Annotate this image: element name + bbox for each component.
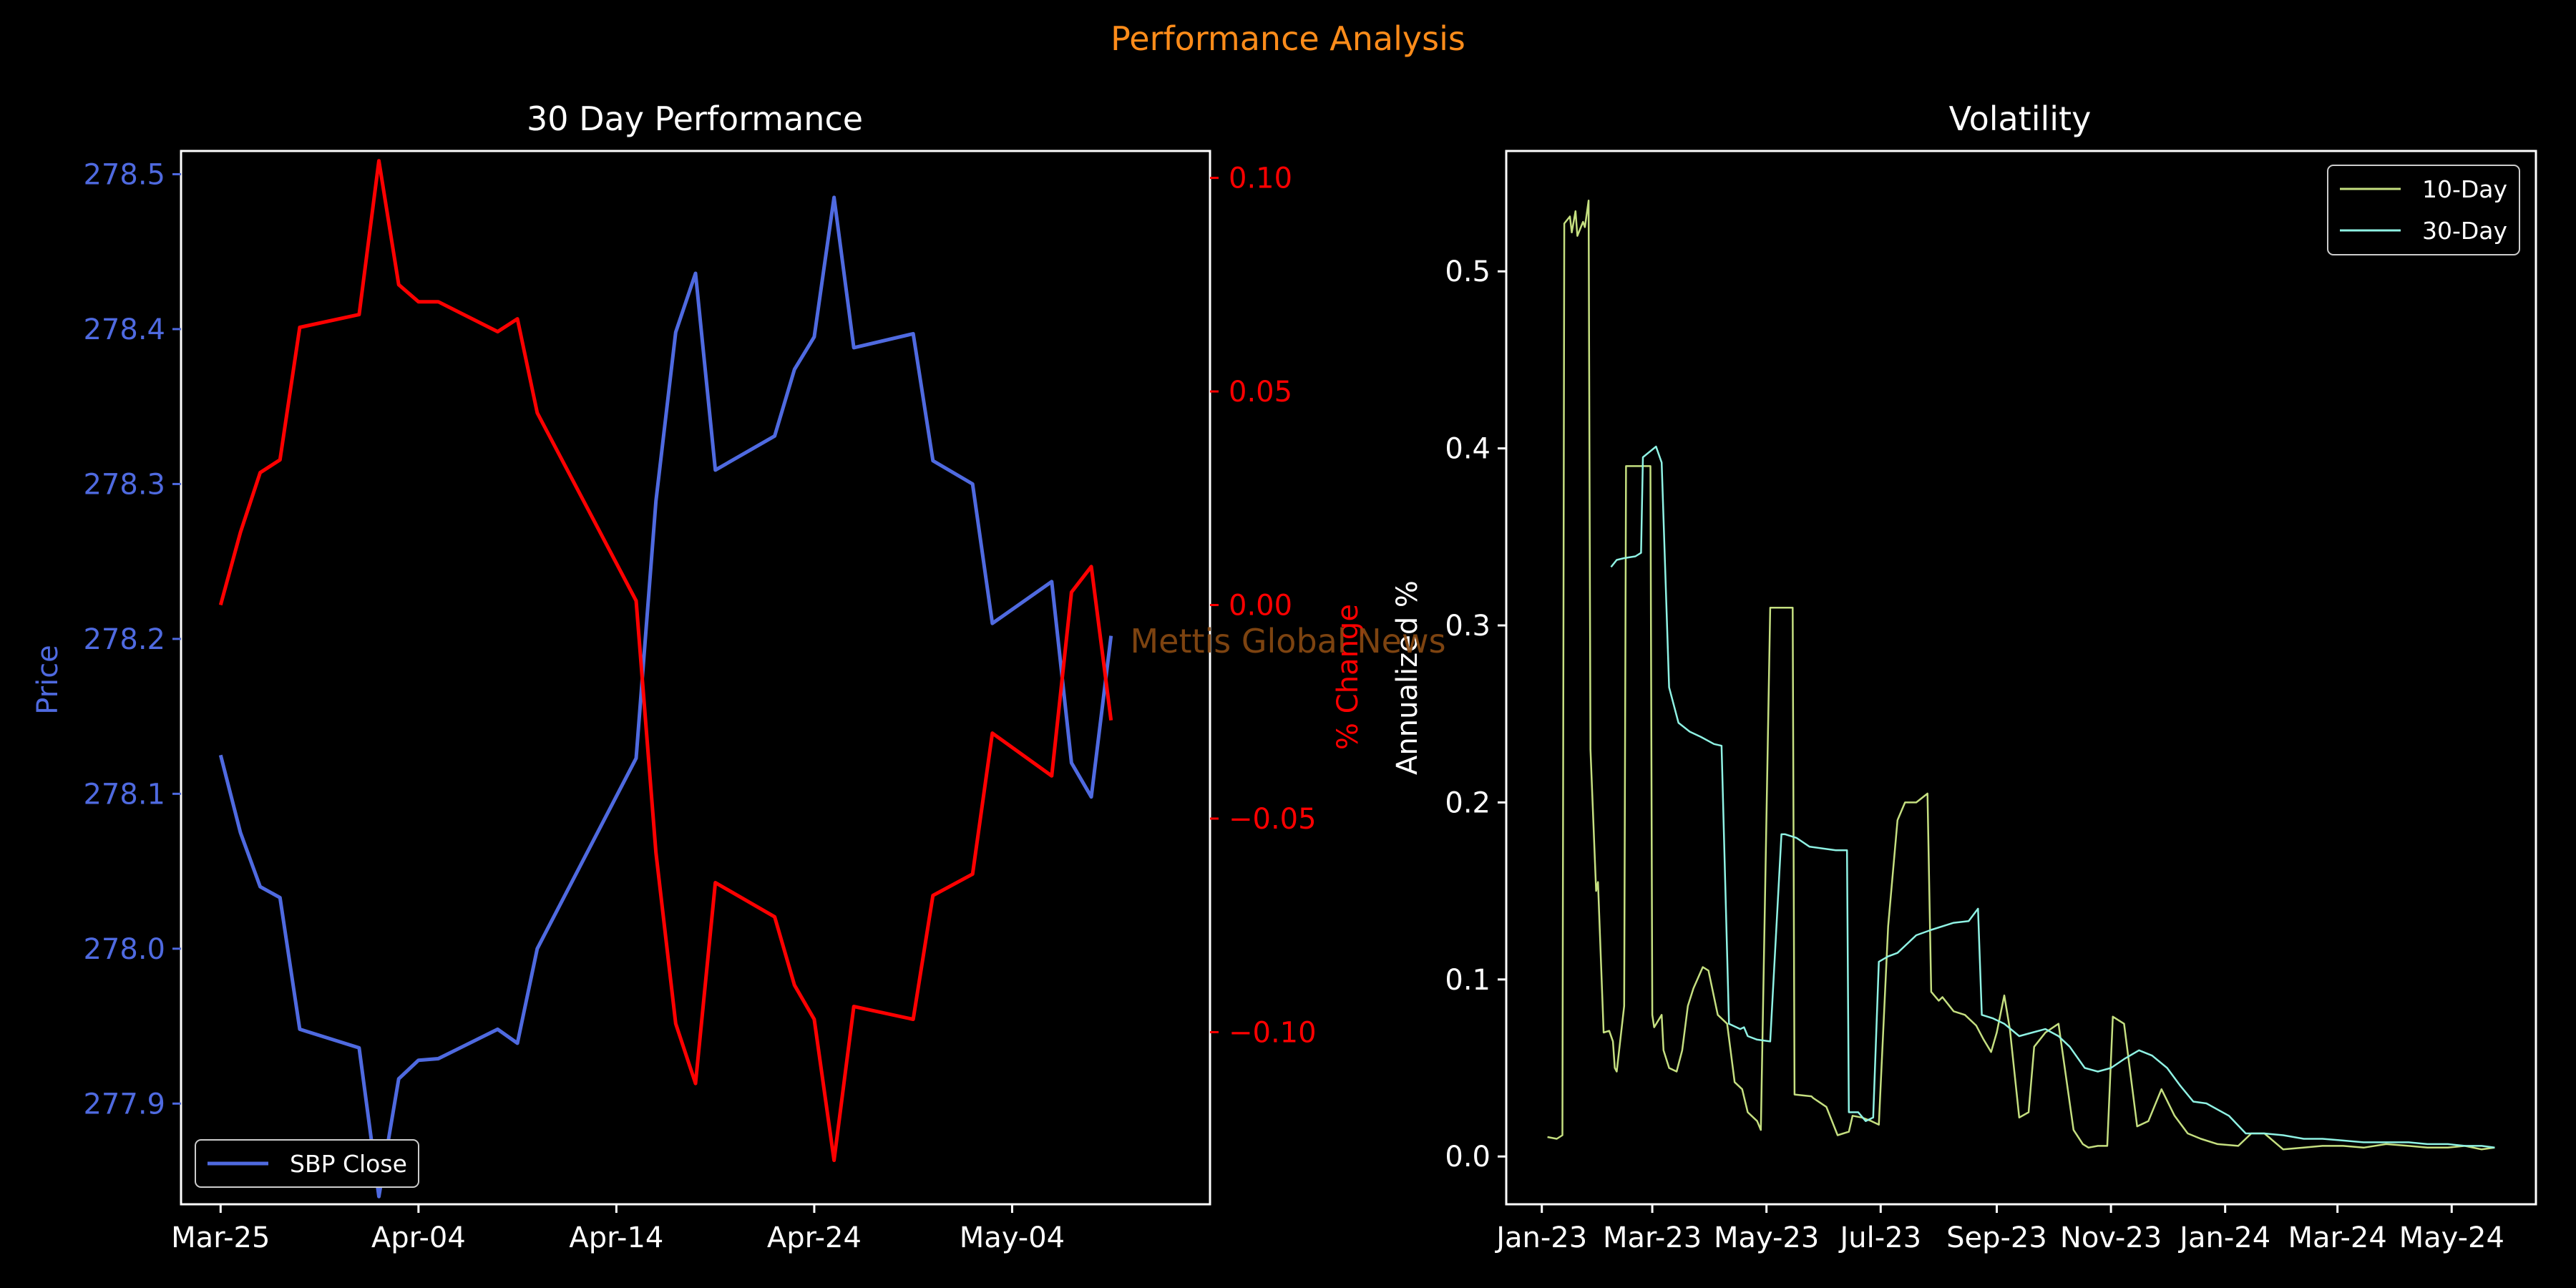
volatility-y-tick-label: 0.3 bbox=[1445, 610, 1491, 643]
vol-10-day-line bbox=[1547, 200, 2495, 1151]
volatility-y-tick-label: 0.5 bbox=[1445, 255, 1491, 288]
volatility-x-tick-label: May-23 bbox=[1714, 1221, 1819, 1254]
volatility-chart: Volatility 0.0 0.1 0.2 0.3 0.4 0.5 Jan-23 Mar-… bbox=[1391, 99, 2537, 1254]
performance-plot-frame bbox=[180, 150, 1211, 1206]
volatility-chart-title: Volatility bbox=[1949, 99, 2092, 138]
pct-tick-label: −0.05 bbox=[1229, 803, 1317, 836]
pct-tick-label: 0.05 bbox=[1229, 376, 1292, 409]
figure-title: Performance Analysis bbox=[1111, 19, 1465, 58]
vol-30-day-line bbox=[1610, 445, 2495, 1149]
performance-x-tick-label: Apr-24 bbox=[767, 1221, 862, 1254]
performance-x-axis-ticks: Mar-25 Apr-04 Apr-14 Apr-24 May-04 bbox=[171, 1204, 1065, 1254]
price-tick-label: 278.4 bbox=[83, 313, 165, 346]
price-tick-label: 278.1 bbox=[83, 778, 165, 811]
volatility-plot-frame bbox=[1505, 150, 2537, 1206]
pct-change-line bbox=[218, 159, 1113, 1162]
pct-axis-label: % Change bbox=[1332, 604, 1365, 750]
performance-legend: SBP Close bbox=[195, 1139, 419, 1188]
legend-label-sbp-close: SBP Close bbox=[290, 1150, 407, 1178]
price-tick-label: 278.0 bbox=[83, 933, 165, 966]
performance-series-layer bbox=[218, 159, 1113, 1199]
volatility-x-axis-ticks: Jan-23 Mar-23 May-23 Jul-23 Sep-23 Nov-23 Jan-… bbox=[1494, 1204, 2504, 1254]
watermark: Mettis Global News bbox=[1130, 622, 1445, 660]
performance-x-tick-label: Apr-14 bbox=[569, 1221, 663, 1254]
volatility-y-tick-label: 0.2 bbox=[1445, 786, 1491, 819]
volatility-x-tick-label: Nov-23 bbox=[2060, 1221, 2162, 1254]
volatility-x-tick-label: Mar-23 bbox=[1603, 1221, 1702, 1254]
legend-label-30-day: 30-Day bbox=[2422, 217, 2507, 245]
volatility-series-layer bbox=[1547, 200, 2495, 1151]
pct-axis-ticks: −0.10 −0.05 0.00 0.05 0.10 bbox=[1210, 162, 1317, 1049]
volatility-y-axis-ticks: 0.0 0.1 0.2 0.3 0.4 0.5 bbox=[1445, 255, 1506, 1174]
price-tick-label: 278.2 bbox=[83, 623, 165, 656]
volatility-x-tick-label: Jan-23 bbox=[1494, 1221, 1587, 1254]
volatility-y-tick-label: 0.0 bbox=[1445, 1141, 1491, 1174]
volatility-y-tick-label: 0.1 bbox=[1445, 964, 1491, 997]
legend-label-10-day: 10-Day bbox=[2422, 175, 2507, 203]
pct-tick-label: 0.00 bbox=[1229, 590, 1292, 623]
performance-chart: 30 Day Performance 277.9278.0278.1278.22… bbox=[31, 99, 1365, 1254]
price-axis-label: Price bbox=[31, 645, 64, 715]
volatility-x-tick-label: Mar-24 bbox=[2288, 1221, 2387, 1254]
pct-tick-label: −0.10 bbox=[1229, 1016, 1317, 1049]
volatility-legend: 10-Day 30-Day bbox=[2327, 165, 2520, 255]
price-tick-label: 278.5 bbox=[83, 158, 165, 191]
volatility-x-tick-label: May-24 bbox=[2399, 1221, 2504, 1254]
volatility-x-tick-label: Jan-24 bbox=[2177, 1221, 2270, 1254]
price-tick-label: 278.3 bbox=[83, 468, 165, 501]
performance-x-tick-label: May-04 bbox=[960, 1221, 1065, 1254]
performance-x-tick-label: Apr-04 bbox=[371, 1221, 466, 1254]
price-tick-label: 277.9 bbox=[83, 1088, 165, 1121]
performance-x-tick-label: Mar-25 bbox=[171, 1221, 270, 1254]
volatility-x-tick-label: Sep-23 bbox=[1946, 1221, 2047, 1254]
volatility-legend-box bbox=[2327, 165, 2520, 255]
volatility-x-tick-label: Jul-23 bbox=[1838, 1221, 1921, 1254]
volatility-y-tick-label: 0.4 bbox=[1445, 433, 1491, 466]
price-axis-ticks: 277.9 278.0 278.1 278.2 278.3 278.4 278.5 bbox=[83, 158, 181, 1121]
sbp-close-line bbox=[218, 195, 1113, 1199]
volatility-axis-label: Annualized % bbox=[1391, 580, 1424, 775]
pct-tick-label: 0.10 bbox=[1229, 162, 1292, 195]
performance-legend-box bbox=[195, 1139, 419, 1188]
performance-chart-title: 30 Day Performance bbox=[527, 99, 863, 138]
